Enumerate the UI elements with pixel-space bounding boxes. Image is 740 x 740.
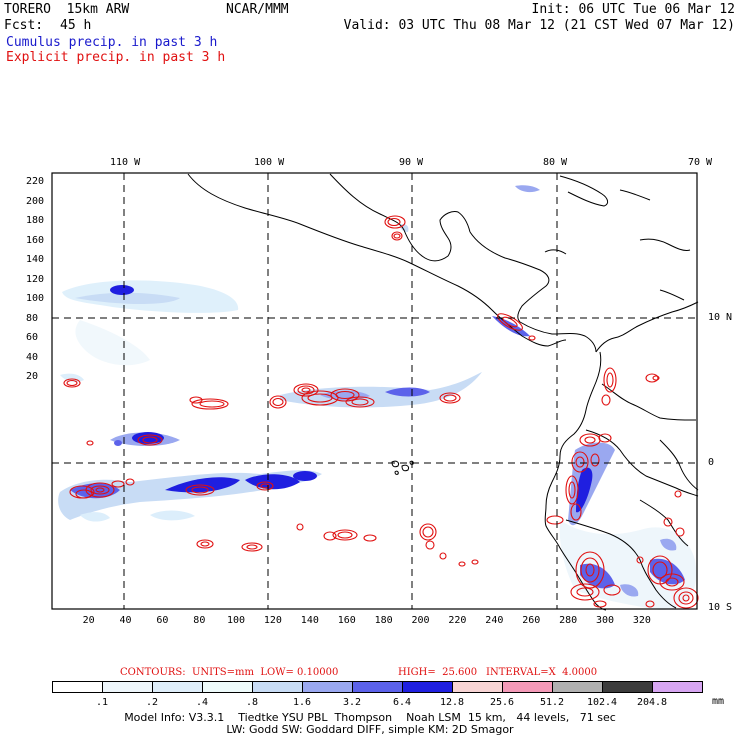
y-tick-label: 180 [26,215,45,226]
y-tick-label: 40 [26,351,39,363]
explicit-contours [63,215,699,609]
colorbar-label: 102.4 [586,697,618,708]
lon-label-100w: 100 W [254,157,285,168]
colorbar-label: 6.4 [392,697,412,708]
lon-label-80w: 80 W [543,157,568,168]
contour-interval: INTERVAL=X 4.0000 [486,667,598,678]
lon-label-70w: 70 W [688,157,713,168]
colorbar-cell [352,681,403,693]
org-label: NCAR/MMM [226,2,289,17]
colorbar-label: .4 [195,697,209,708]
x-tick-label: 160 [337,615,356,626]
forecast-hour: 45 h [60,18,92,33]
colorbar-cell [252,681,303,693]
colorbar-label: .8 [245,697,259,708]
lon-label-90w: 90 W [399,157,424,168]
lat-label-0: 0 [708,457,715,468]
colorbar-label: 204.8 [636,697,668,708]
x-tick-label: 240 [485,615,504,626]
y-tick-label: 120 [26,273,45,285]
legend-explicit: Explicit precip. in past 3 h [6,50,226,65]
x-tick-label: 320 [632,615,651,626]
contour-high: HIGH= 25.600 [398,667,478,678]
x-tick-label: 120 [263,615,282,626]
lon-label-110w: 110 W [110,157,141,168]
x-tick-label: 260 [522,615,541,626]
y-tick-label: 160 [26,234,45,246]
colorbar-cell [202,681,253,693]
colorbar-cell [402,681,453,693]
colorbar-label: .2 [145,697,159,708]
colorbar-label: 1.6 [292,697,312,708]
colorbar-label: 25.6 [489,697,515,708]
colorbar-cell [552,681,603,693]
x-tick-label: 280 [559,615,578,626]
x-tick-label: 100 [227,615,246,626]
colorbar-cell [602,681,653,693]
x-tick-label: 180 [374,615,393,626]
y-tick-label: 140 [26,254,45,265]
x-tick-label: 60 [156,615,169,626]
model-info-line1: Model Info: V3.3.1 Tiedtke YSU PBL Thomp… [124,711,616,724]
lat-label-10s: 10 S [708,602,733,613]
colorbar-label: .1 [95,697,109,708]
colorbar-cell [52,681,103,693]
colorbar-cell [152,681,203,693]
valid-time: Valid: 03 UTC Thu 08 Mar 12 (21 CST Wed … [343,18,735,33]
y-tick-label: 220 [26,176,45,187]
colorbar-label: 12.8 [439,697,465,708]
colorbar-cell [102,681,153,693]
colorbar-label: 3.2 [342,697,362,708]
coastlines [187,173,699,611]
x-tick-label: 40 [119,615,132,626]
y-tick-label: 80 [26,312,39,324]
x-tick-label: 140 [300,615,319,626]
x-tick-label: 300 [596,615,615,626]
x-tick-label: 200 [411,615,430,626]
x-tick-label: 80 [193,615,206,626]
y-tick-label: 100 [26,293,45,304]
map-frame [51,172,698,610]
lat-label-10n: 10 N [708,312,733,323]
forecast-label: Fcst: [4,18,44,33]
colorbar-label: 51.2 [539,697,565,708]
y-tick-label: 20 [26,371,39,382]
y-tick-label: 200 [26,195,45,207]
grid-lines [52,173,697,609]
contour-units: CONTOURS: UNITS=mm LOW= 0.10000 [120,667,339,678]
legend-cumulus: Cumulus precip. in past 3 h [6,35,218,50]
x-tick-label: 220 [448,615,467,626]
y-tick-label: 60 [26,332,39,343]
colorbar-cell [652,681,703,693]
model-info-line2: LW: Godd SW: Goddard DIFF, simple KM: 2D… [226,723,514,736]
model-title: TORERO 15km ARW [4,2,130,17]
x-tick-label: 20 [82,615,95,626]
colorbar-cell [452,681,503,693]
colorbar-unit: mm [712,696,725,707]
colorbar-cell [502,681,553,693]
colorbar-cell [302,681,353,693]
cumulus-shading [58,185,697,610]
init-time: Init: 06 UTC Tue 06 Mar 12 [531,2,736,17]
